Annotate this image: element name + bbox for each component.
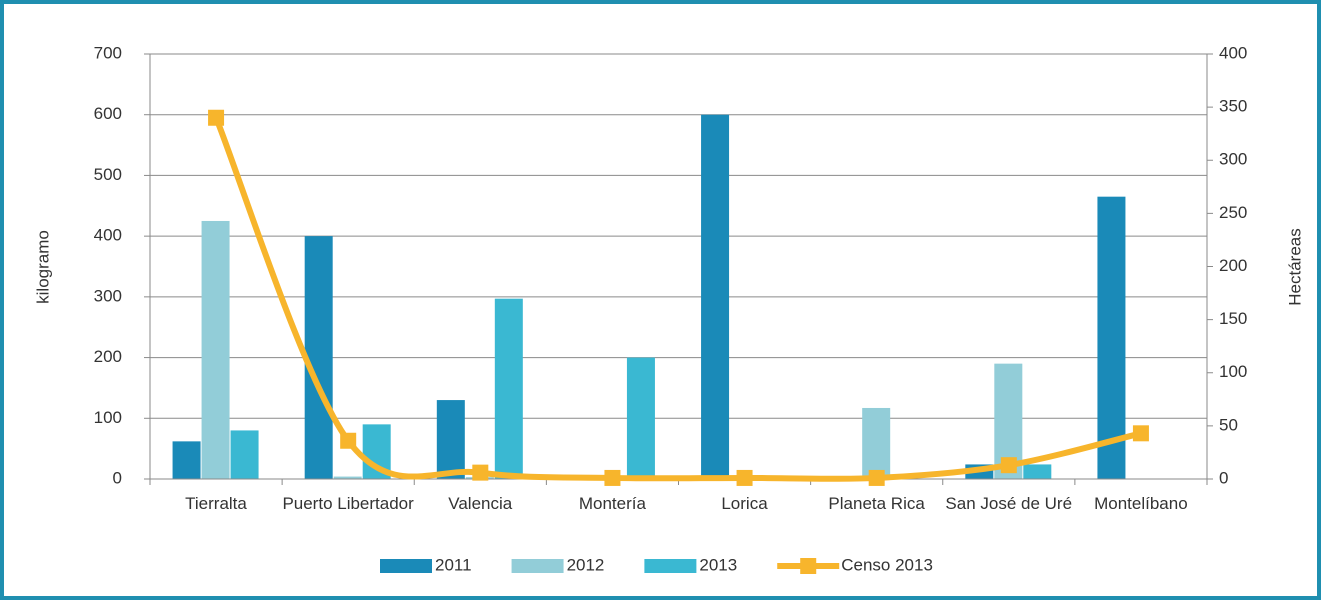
line-marker (1000, 457, 1017, 474)
line-marker (208, 109, 225, 126)
bar (701, 114, 730, 479)
y2-tick-label: 400 (1219, 43, 1247, 62)
bar (230, 430, 259, 479)
x-tick-label: Puerto Libertador (282, 494, 414, 513)
legend-swatch (800, 558, 817, 574)
bar (1097, 196, 1126, 479)
y-tick-label: 700 (94, 43, 122, 62)
y2-tick-label: 100 (1219, 362, 1247, 381)
bar (201, 220, 230, 479)
x-tick-label: Valencia (448, 494, 513, 513)
bar (862, 407, 891, 479)
line-marker (604, 469, 621, 486)
legend-label: 2012 (567, 555, 605, 574)
legend-label: 2013 (699, 555, 737, 574)
legend-swatch (380, 559, 432, 573)
y2-tick-label: 250 (1219, 203, 1247, 222)
legend-swatch (644, 559, 697, 573)
line-marker (868, 469, 885, 486)
x-tick-label: Planeta Rica (828, 494, 925, 513)
bar (172, 441, 201, 479)
x-tick-label: Montelíbano (1094, 494, 1188, 513)
bar (304, 236, 333, 479)
y-axis-title: kilogramo (33, 230, 52, 304)
line-marker (1132, 425, 1149, 442)
y2-axis-title: Hectáreas (1285, 228, 1304, 305)
y2-tick-label: 350 (1219, 97, 1247, 116)
legend-label: 2011 (435, 555, 472, 574)
y-tick-label: 400 (94, 226, 122, 245)
x-tick-label: Montería (578, 494, 646, 513)
y2-tick-label: 0 (1219, 468, 1228, 487)
bar (626, 357, 655, 479)
y-tick-label: 200 (94, 347, 122, 366)
bar (333, 476, 362, 479)
x-tick-label: San José de Uré (945, 494, 1073, 513)
line-marker (736, 469, 753, 486)
x-tick-label: Lorica (721, 494, 768, 513)
bar (494, 298, 523, 479)
y-tick-label: 100 (94, 408, 122, 427)
y-tick-label: 300 (94, 286, 122, 305)
y-tick-label: 500 (94, 165, 122, 184)
line (213, 116, 1142, 482)
y-tick-label: 0 (113, 468, 122, 487)
bar (1023, 464, 1052, 479)
y2-tick-label: 200 (1219, 256, 1247, 275)
legend-swatch (511, 559, 564, 573)
y-tick-label: 600 (94, 104, 122, 123)
legend-label: Censo 2013 (841, 555, 933, 574)
x-tick-label: Tierralta (185, 494, 247, 513)
bar (436, 400, 465, 479)
line-marker (340, 432, 357, 449)
y2-tick-label: 300 (1219, 150, 1247, 169)
y2-tick-label: 50 (1219, 415, 1238, 434)
y2-tick-label: 150 (1219, 309, 1247, 328)
line-marker (472, 464, 489, 481)
